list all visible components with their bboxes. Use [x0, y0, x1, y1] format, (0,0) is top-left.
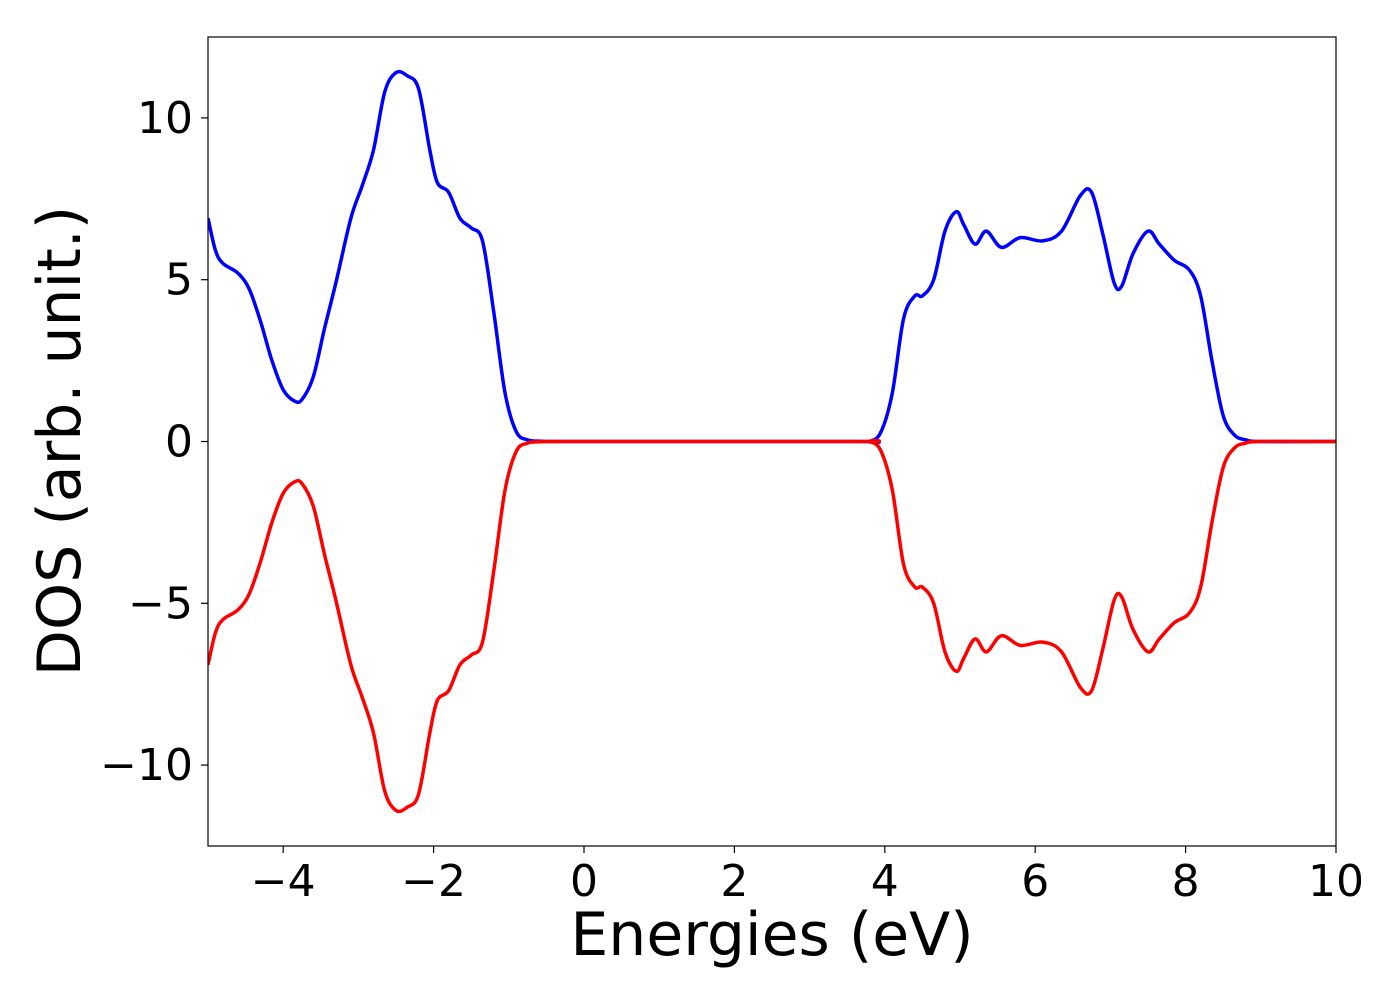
y-axis-ticks: 10 5 0 −5 −10	[100, 93, 208, 791]
x-tick-label: −2	[401, 856, 466, 907]
x-tick-label: 4	[871, 856, 899, 907]
y-tick-label: 0	[165, 417, 193, 468]
series-line-negative	[208, 439, 1336, 814]
y-tick-label: 10	[137, 93, 193, 144]
x-tick-label: 6	[1021, 856, 1049, 907]
x-tick-label: 2	[720, 856, 748, 907]
y-tick-label: −5	[128, 578, 193, 629]
y-tick-label: 5	[165, 255, 193, 306]
x-axis-title: Energies (eV)	[570, 900, 973, 970]
x-tick-label: 10	[1308, 856, 1364, 907]
x-tick-label: 8	[1172, 856, 1200, 907]
y-axis-title: DOS (arb. unit.)	[25, 206, 95, 676]
x-axis-ticks: −4 −2 0 2 4 6 8 10	[251, 846, 1364, 907]
x-tick-label: 0	[570, 856, 598, 907]
series-line-positive	[208, 69, 1336, 444]
y-tick-label: −10	[100, 740, 193, 791]
x-tick-label: −4	[251, 856, 316, 907]
series-layer	[208, 69, 1336, 814]
